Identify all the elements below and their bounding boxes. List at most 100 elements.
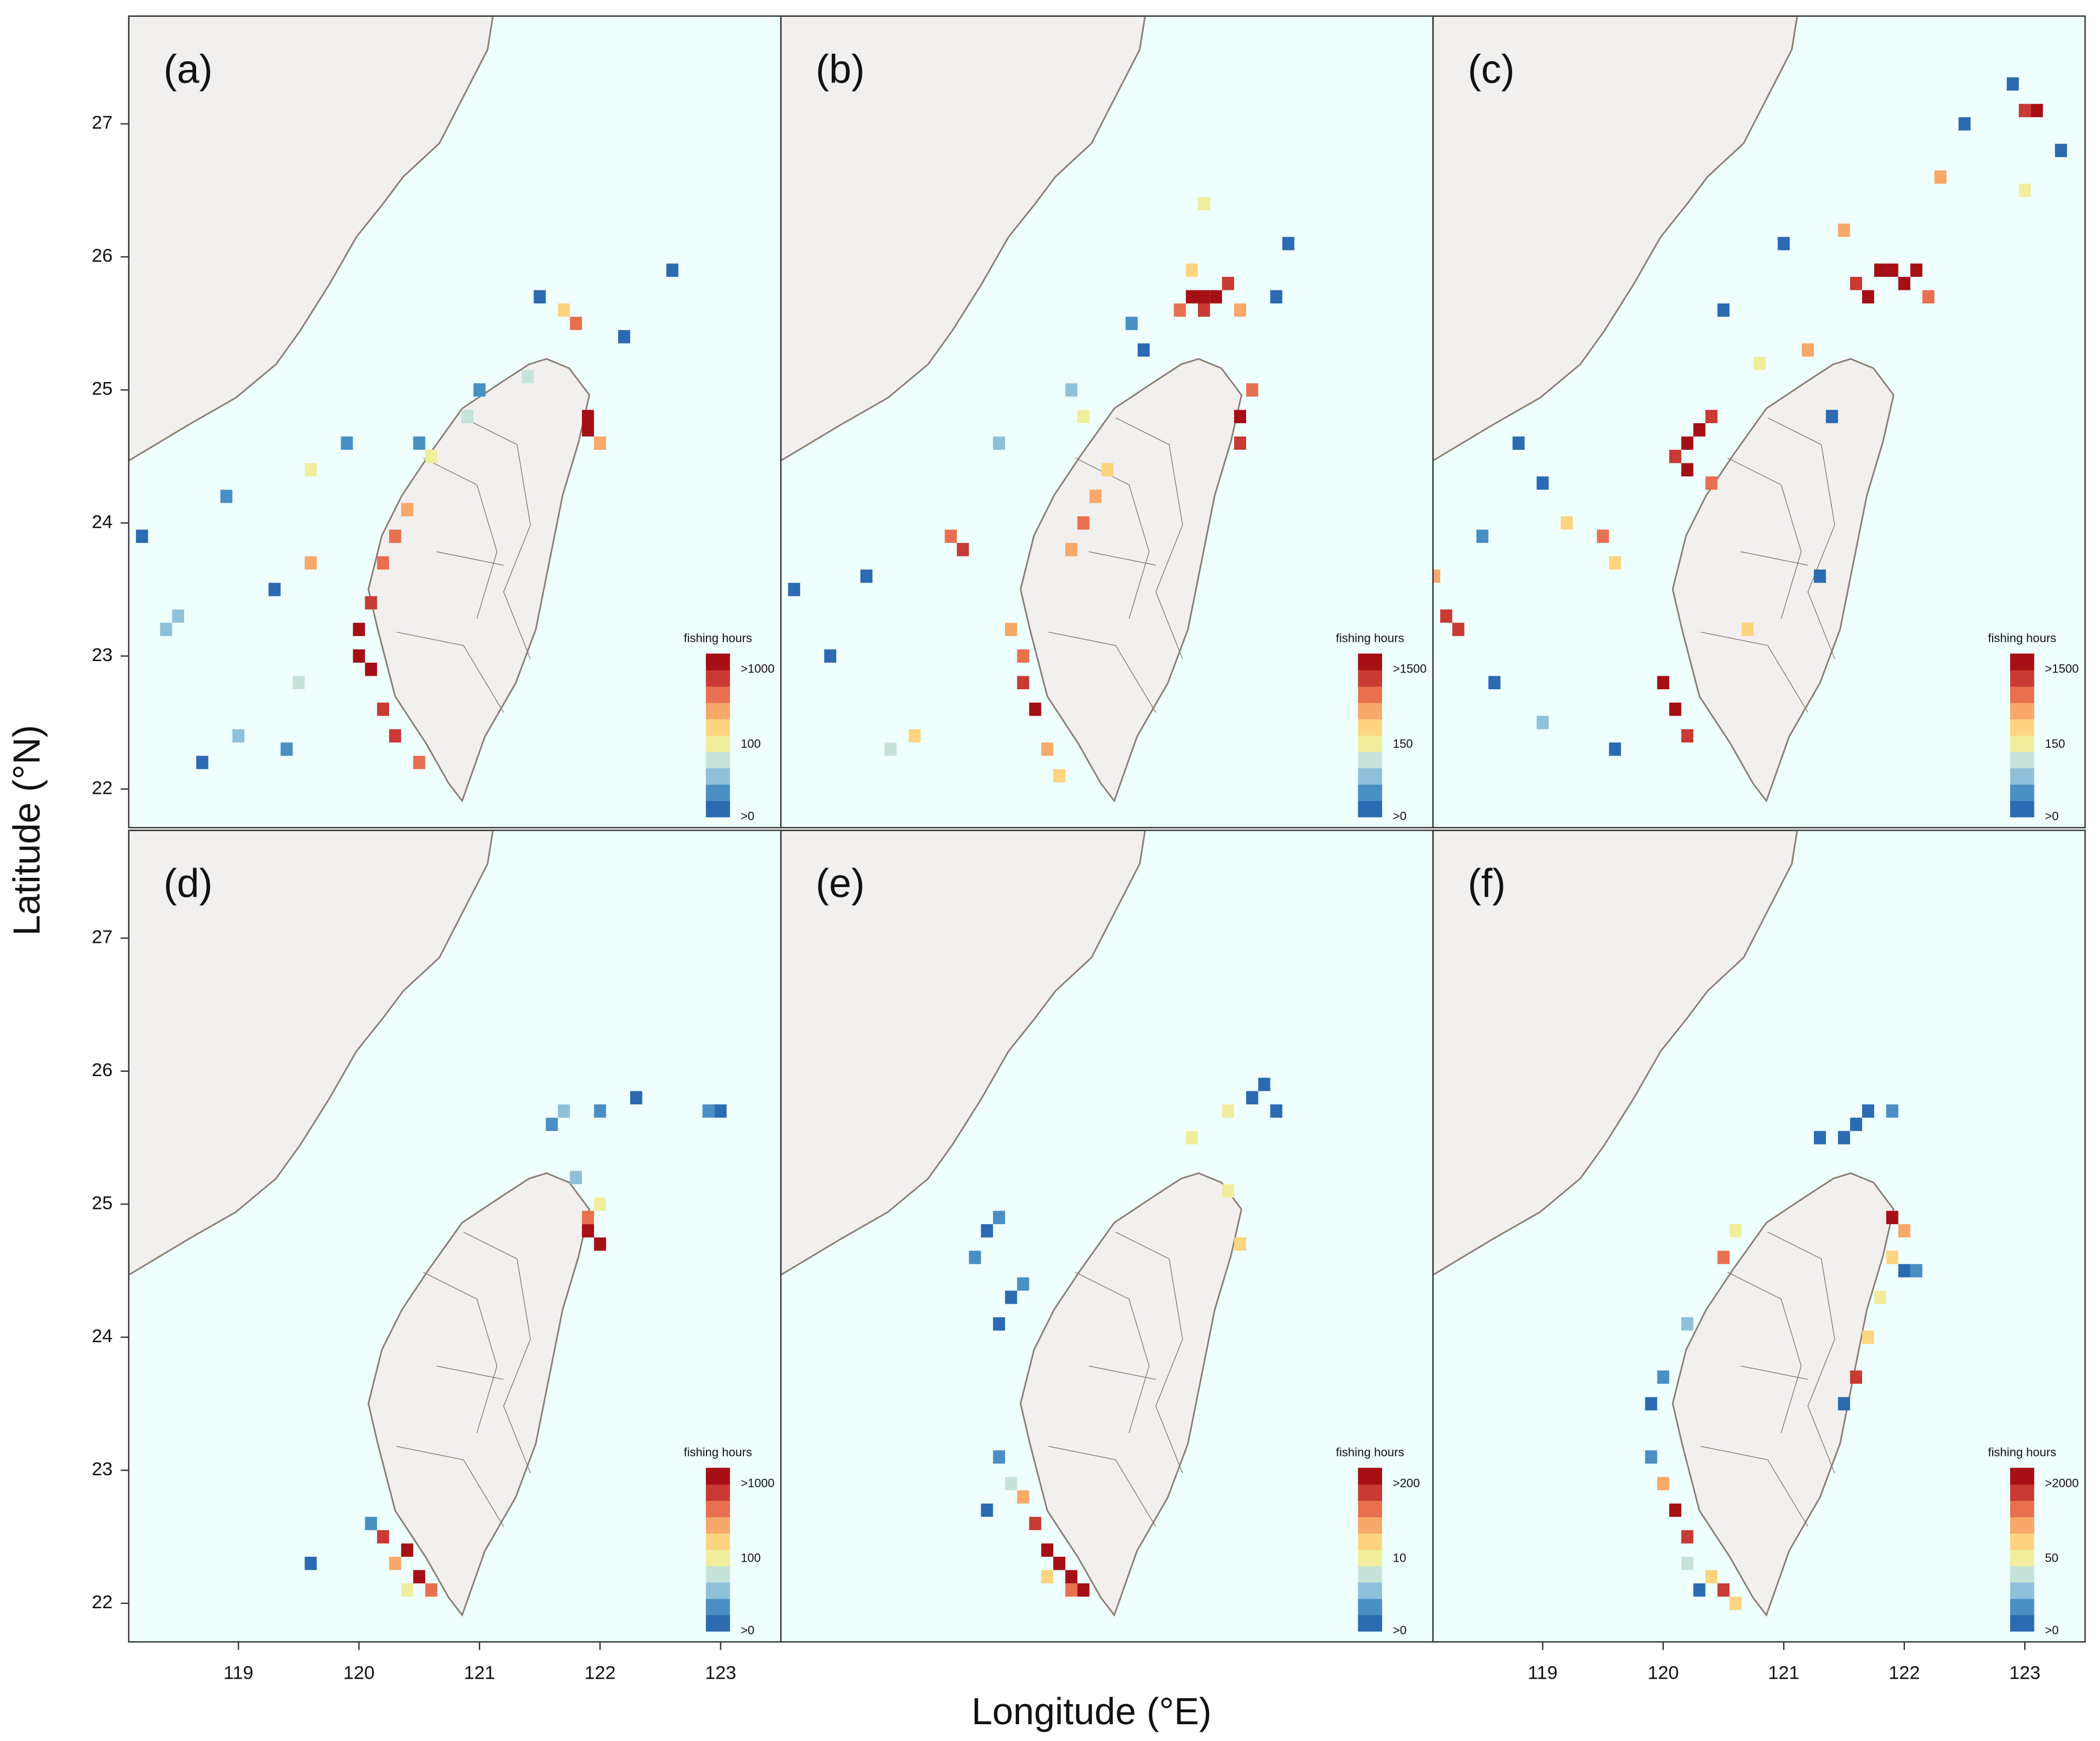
grid-cell — [1693, 423, 1706, 437]
x-axis-label: Longitude (°E) — [971, 1690, 1211, 1732]
grid-cell — [1234, 436, 1247, 450]
legend-swatch — [705, 686, 730, 703]
x-tick-label: 119 — [1528, 1663, 1558, 1684]
grid-cell — [1838, 1397, 1850, 1410]
grid-cell — [582, 1224, 594, 1238]
grid-cell — [1886, 1104, 1898, 1118]
legend-swatch — [2010, 702, 2034, 720]
x-tick-label: 119 — [223, 1663, 253, 1684]
legend-label: >0 — [2045, 810, 2058, 823]
legend-swatch — [705, 800, 730, 818]
grid-cell — [569, 316, 582, 331]
x-tick-label: 120 — [1648, 1663, 1679, 1684]
legend-swatch — [1358, 719, 1382, 736]
legend-swatch — [705, 1500, 730, 1518]
grid-cell — [1910, 1264, 1923, 1278]
legend-swatch — [705, 1533, 730, 1550]
grid-cell — [160, 623, 172, 636]
legend-swatch — [2010, 1598, 2034, 1615]
grid-cell — [1778, 237, 1790, 250]
legend-swatch — [1358, 1500, 1382, 1518]
grid-cell — [304, 1556, 317, 1570]
grid-cell — [1729, 1224, 1742, 1238]
grid-cell — [1077, 1583, 1090, 1597]
grid-cell — [993, 1450, 1006, 1464]
grid-cell — [1801, 343, 1814, 357]
legend-swatch — [1358, 800, 1382, 818]
grid-cell — [1185, 290, 1198, 304]
legend-swatch — [2010, 1517, 2034, 1534]
grid-cell — [1898, 276, 1910, 290]
grid-cell — [280, 742, 293, 756]
legend-label: >200 — [1393, 1476, 1420, 1490]
grid-cell — [860, 569, 873, 583]
grid-cell — [425, 450, 438, 463]
legend-swatch — [2010, 670, 2034, 687]
grid-cell — [2054, 144, 2067, 157]
grid-cell — [425, 1583, 438, 1597]
legend-swatch — [1358, 1484, 1382, 1501]
grid-cell — [377, 556, 390, 570]
grid-cell — [1198, 303, 1210, 317]
grid-cell — [1234, 410, 1247, 423]
grid-cell — [293, 676, 305, 690]
y-tick-label: 25 — [92, 1193, 112, 1213]
grid-cell — [413, 436, 425, 450]
grid-cell — [135, 529, 148, 543]
grid-cell — [1222, 1104, 1234, 1118]
grid-cell — [341, 436, 353, 450]
legend-swatch — [1358, 1598, 1382, 1615]
grid-cell — [377, 1530, 390, 1544]
grid-cell — [389, 1556, 401, 1570]
grid-cell — [1017, 1277, 1029, 1291]
grid-cell — [196, 755, 209, 769]
grid-cell — [1705, 1570, 1717, 1584]
grid-cell — [1065, 1583, 1078, 1597]
grid-cell — [401, 1543, 413, 1557]
grid-cell — [1234, 303, 1247, 317]
legend-label: >1000 — [741, 1476, 774, 1490]
grid-cell — [1005, 1477, 1017, 1491]
legend-label: 150 — [1393, 737, 1413, 750]
grid-cell — [1753, 357, 1766, 370]
legend-swatch — [1358, 1533, 1382, 1550]
grid-cell — [1862, 290, 1875, 304]
grid-cell — [1029, 1517, 1041, 1530]
grid-cell — [788, 583, 800, 597]
legend-swatch — [2010, 768, 2034, 785]
grid-cell — [569, 1170, 582, 1185]
grid-cell — [1717, 303, 1730, 317]
y-axis-label: Latitude (°N) — [5, 725, 48, 936]
grid-cell — [1874, 263, 1887, 277]
legend-swatch — [1358, 653, 1382, 671]
legend-swatch — [705, 1582, 730, 1599]
grid-cell — [461, 410, 474, 423]
grid-cell — [1609, 556, 1621, 570]
grid-cell — [1862, 1104, 1875, 1118]
grid-cell — [546, 1117, 558, 1131]
grid-cell — [1717, 1251, 1730, 1264]
legend-swatch — [705, 670, 730, 687]
legend-swatch — [1358, 752, 1382, 768]
legend-label: 10 — [1393, 1551, 1407, 1565]
x-tick-label: 123 — [2009, 1663, 2040, 1684]
grid-cell — [1681, 1317, 1694, 1331]
grid-cell — [1681, 729, 1694, 743]
legend-swatch — [1358, 735, 1382, 752]
grid-cell — [594, 436, 606, 450]
grid-cell — [582, 410, 594, 423]
grid-cell — [377, 702, 390, 716]
y-tick-label: 26 — [92, 245, 112, 266]
grid-cell — [1898, 1264, 1910, 1278]
grid-cell — [401, 1583, 413, 1597]
grid-cell — [1537, 716, 1549, 729]
legend-label: 100 — [741, 737, 761, 750]
grid-cell — [2031, 103, 2043, 118]
grid-cell — [1210, 290, 1222, 304]
y-tick-label: 25 — [92, 379, 112, 399]
grid-cell — [1476, 529, 1489, 543]
grid-cell — [1850, 276, 1862, 290]
grid-cell — [666, 263, 679, 277]
grid-cell — [1657, 1477, 1669, 1491]
y-tick-label: 22 — [92, 778, 112, 798]
